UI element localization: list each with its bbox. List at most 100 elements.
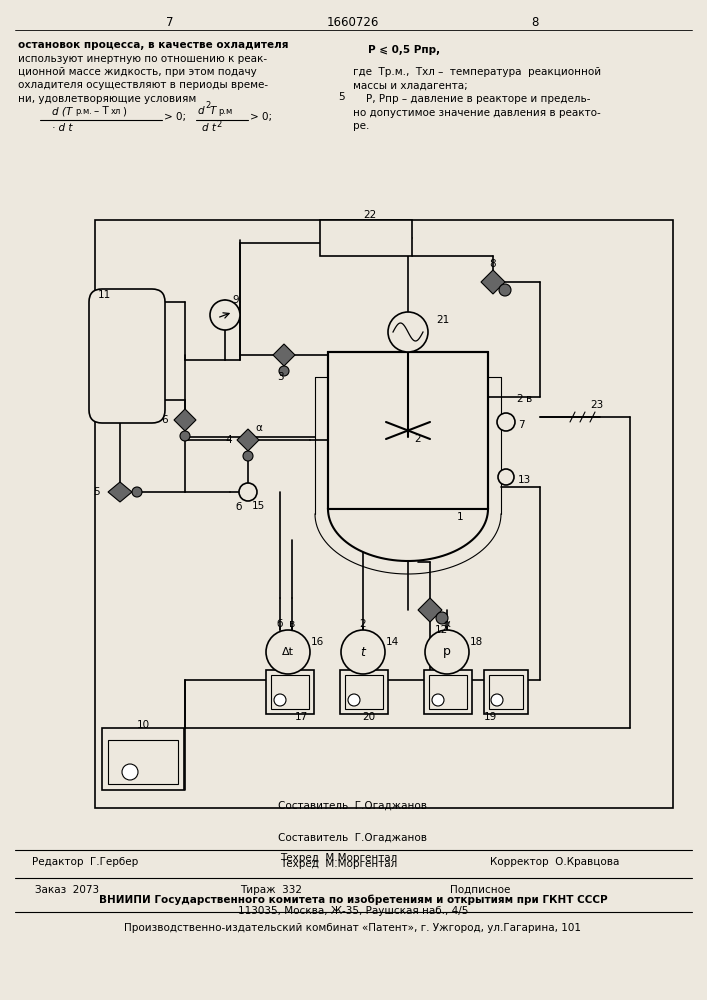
Text: массы и хладагента;: массы и хладагента;: [353, 81, 468, 91]
Text: ): ): [122, 106, 126, 116]
Text: > 0;: > 0;: [250, 112, 272, 122]
Bar: [266, 670, 314, 714]
Text: Составитель  Г.Огаджанов: Составитель Г.Огаджанов: [279, 833, 428, 843]
Circle shape: [243, 451, 253, 461]
Circle shape: [436, 612, 448, 624]
Text: d (T: d (T: [52, 106, 72, 116]
Polygon shape: [328, 509, 488, 561]
Text: хл: хл: [111, 106, 122, 115]
Circle shape: [274, 694, 286, 706]
Text: 23: 23: [590, 400, 603, 410]
Text: 2: 2: [516, 394, 522, 404]
Text: 113035, Москва, Ж-35, Раушская наб., 4/5: 113035, Москва, Ж-35, Раушская наб., 4/5: [238, 906, 468, 916]
Text: б: б: [235, 502, 242, 512]
Text: 9: 9: [232, 295, 239, 305]
Text: 1660726: 1660726: [327, 15, 379, 28]
Text: 2: 2: [415, 434, 421, 444]
Circle shape: [497, 413, 515, 431]
Text: P, Pпр – давление в реакторе и предель-: P, Pпр – давление в реакторе и предель-: [353, 94, 590, 104]
Text: в: в: [289, 619, 295, 629]
Text: используют инертную по отношению к реак-: используют инертную по отношению к реак-: [18, 53, 267, 64]
Text: 5: 5: [93, 487, 100, 497]
Bar: [108, 740, 178, 784]
Text: 11: 11: [98, 290, 111, 300]
Circle shape: [239, 483, 257, 501]
Text: 1: 1: [457, 512, 463, 522]
Text: 22: 22: [363, 210, 377, 220]
Text: 16: 16: [311, 637, 325, 647]
Bar: [271, 675, 309, 709]
Text: T: T: [210, 106, 216, 116]
Bar: [484, 670, 528, 714]
Text: но допустимое значение давления в реакто-: но допустимое значение давления в реакто…: [353, 107, 601, 117]
Polygon shape: [418, 598, 442, 622]
Text: α: α: [443, 619, 450, 629]
Circle shape: [210, 300, 240, 330]
Text: Подписное: Подписное: [450, 885, 510, 895]
Polygon shape: [108, 482, 132, 502]
Text: Редактор  Г.Гербер: Редактор Г.Гербер: [32, 857, 139, 867]
Text: 18: 18: [470, 637, 484, 647]
Text: 13: 13: [518, 475, 531, 485]
Circle shape: [266, 630, 310, 674]
Circle shape: [498, 469, 514, 485]
Text: > 0;: > 0;: [164, 112, 186, 122]
FancyBboxPatch shape: [89, 289, 165, 423]
Bar: [95, 220, 673, 808]
Bar: [489, 675, 523, 709]
Text: ре.: ре.: [353, 121, 369, 131]
Text: б: б: [277, 619, 284, 629]
Text: Составитель  Г.Огаджанов: Составитель Г.Огаджанов: [279, 801, 428, 811]
Circle shape: [432, 694, 444, 706]
Circle shape: [491, 694, 503, 706]
Text: 8: 8: [532, 15, 539, 28]
Text: 2: 2: [216, 120, 221, 129]
Text: где  Tр.м.,  Tхл –  температура  реакционной: где Tр.м., Tхл – температура реакционной: [353, 67, 601, 77]
Text: d t: d t: [202, 123, 216, 133]
Text: 7: 7: [518, 420, 525, 430]
Text: охладителя осуществляют в периоды време-: охладителя осуществляют в периоды време-: [18, 81, 268, 91]
Text: р.м.: р.м.: [75, 106, 92, 115]
Text: р.м: р.м: [218, 106, 233, 115]
Text: 2: 2: [205, 102, 210, 110]
Text: 14: 14: [386, 637, 399, 647]
Text: ВНИИПИ Государственного комитета по изобретениям и открытиям при ГКНТ СССР: ВНИИПИ Государственного комитета по изоб…: [99, 895, 607, 905]
Text: α: α: [255, 423, 262, 433]
Bar: [340, 670, 388, 714]
Text: p: p: [443, 646, 451, 658]
Bar: [429, 675, 467, 709]
Text: 12: 12: [435, 625, 448, 635]
Bar: [320, 220, 412, 256]
Text: Техред  М.Моргентал: Техред М.Моргентал: [280, 853, 397, 863]
Circle shape: [388, 312, 428, 352]
Circle shape: [341, 630, 385, 674]
Text: Заказ  2073: Заказ 2073: [35, 885, 99, 895]
Text: P ⩽ 0,5 Pпр,: P ⩽ 0,5 Pпр,: [368, 45, 440, 55]
Text: 20: 20: [362, 712, 375, 722]
Bar: [345, 675, 383, 709]
Text: ни, удовлетворяющие условиям: ни, удовлетворяющие условиям: [18, 94, 197, 104]
Text: Техред  М.Моргентал: Техред М.Моргентал: [280, 859, 397, 869]
Text: Корректор  О.Кравцова: Корректор О.Кравцова: [490, 857, 619, 867]
Text: 3: 3: [276, 372, 284, 382]
Text: 10: 10: [136, 720, 150, 730]
Text: 7: 7: [166, 15, 174, 28]
Circle shape: [279, 366, 289, 376]
Text: · d t: · d t: [52, 123, 73, 133]
Polygon shape: [237, 429, 259, 451]
Text: 15: 15: [252, 501, 265, 511]
Polygon shape: [273, 344, 295, 366]
Text: Тираж  332: Тираж 332: [240, 885, 302, 895]
Text: d: d: [198, 106, 204, 116]
Text: Δt: Δt: [282, 647, 294, 657]
Text: 2: 2: [360, 619, 366, 629]
Text: 6: 6: [161, 415, 168, 425]
Text: ционной массе жидкость, при этом подачу: ционной массе жидкость, при этом подачу: [18, 67, 257, 77]
Text: 19: 19: [484, 712, 497, 722]
Circle shape: [499, 284, 511, 296]
Text: 8: 8: [490, 259, 496, 269]
Circle shape: [122, 764, 138, 780]
Bar: [102, 728, 184, 790]
Text: в: в: [526, 394, 532, 404]
Polygon shape: [174, 409, 196, 431]
